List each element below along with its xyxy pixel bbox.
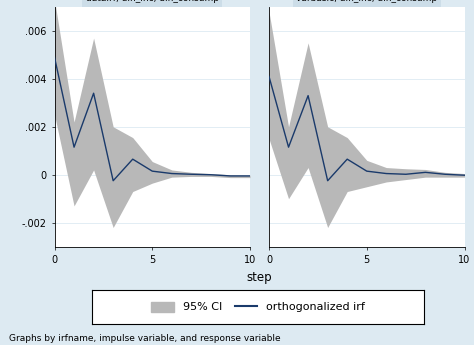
Text: step: step xyxy=(246,271,273,284)
Title: datairf, dln_inc, dln_consump: datairf, dln_inc, dln_consump xyxy=(86,0,219,3)
Legend: 95% CI, orthogonalized irf: 95% CI, orthogonalized irf xyxy=(147,297,370,317)
Title: varbasic, dln_inc, dln_consump: varbasic, dln_inc, dln_consump xyxy=(296,0,438,3)
Text: Graphs by irfname, impulse variable, and response variable: Graphs by irfname, impulse variable, and… xyxy=(9,334,281,343)
